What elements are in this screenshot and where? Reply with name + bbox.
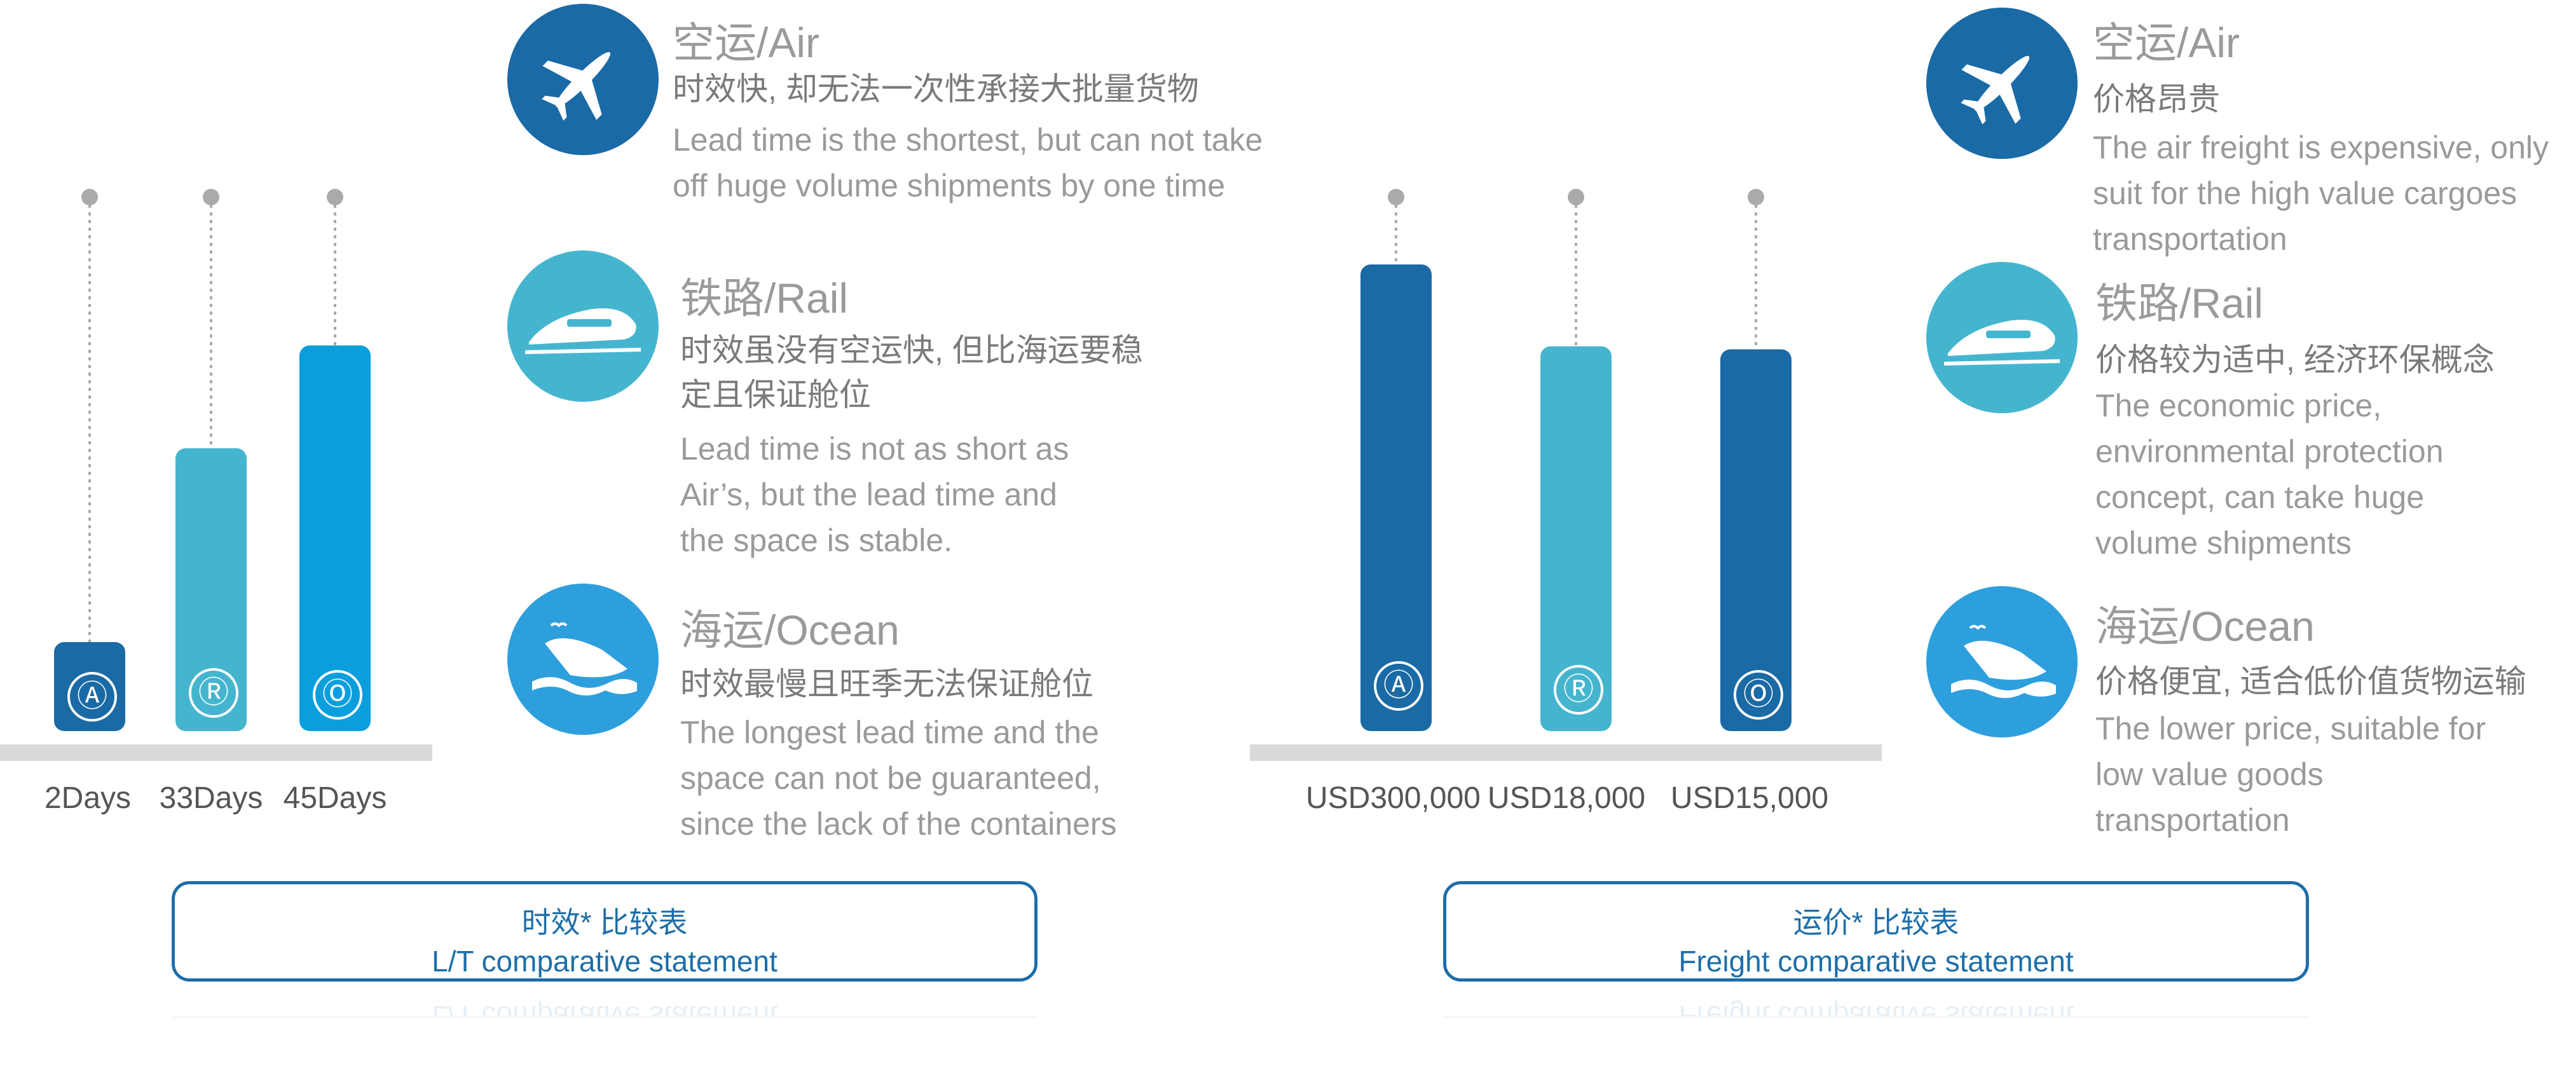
lt-bar-marker-a bbox=[81, 189, 98, 205]
freight-bar-marker-r bbox=[1568, 189, 1584, 205]
lt-bar-o bbox=[299, 345, 371, 731]
air-mode-icon bbox=[507, 4, 659, 155]
lt-rail-zh-line: 时效虽没有空运快, 但比海运要稳 bbox=[680, 332, 1143, 368]
freight-air-title: 空运/Air bbox=[2093, 19, 2240, 66]
lt-bar-marker-r bbox=[203, 189, 219, 205]
train-icon bbox=[524, 308, 641, 354]
freight-bar-marker-a bbox=[1388, 189, 1404, 205]
freight-air-en-line: The air freight is expensive, only bbox=[2093, 130, 2549, 165]
freight-bar-r bbox=[1540, 346, 1612, 731]
lt-rail-en-line: Lead time is not as short as bbox=[680, 431, 1069, 467]
freight-rail-en-line: volume shipments bbox=[2095, 525, 2352, 561]
lt-air-en-line: off huge volume shipments by one time bbox=[673, 168, 1226, 203]
tick-label-ocean-days: 45Days bbox=[283, 781, 387, 815]
freight-statement-reflection-text: Freight comparative statement bbox=[1678, 1000, 2074, 1018]
train-icon bbox=[1943, 320, 2060, 366]
bar-badge-rail: Ⓡ bbox=[189, 668, 238, 718]
freight-statement-en: Freight comparative statement bbox=[1678, 945, 2074, 978]
ship-icon bbox=[532, 622, 637, 695]
lt-air-en-line: Lead time is the shortest, but can not t… bbox=[673, 122, 1263, 158]
bar-badge-ocean-price: Ⓞ bbox=[1734, 670, 1783, 720]
lt-ocean-en-line: since the lack of the containers bbox=[680, 806, 1117, 842]
freight-ocean-en-line: low value goods bbox=[2095, 757, 2324, 792]
lt-rail-zh: 时效虽没有空运快, 但比海运要稳 定且保证舱位 bbox=[680, 328, 1143, 417]
lt-statement-reflection-text: L/T comparative statement bbox=[432, 1000, 778, 1018]
freight-air-en: The air freight is expensive, only suit … bbox=[2093, 125, 2549, 262]
lt-statement-box: 时效* 比较表 L/T comparative statement bbox=[172, 881, 1038, 982]
tick-label-rail-price: USD18,000 bbox=[1487, 781, 1646, 815]
lt-rail-zh-line: 定且保证舱位 bbox=[680, 377, 871, 413]
lt-statement-en: L/T comparative statement bbox=[432, 945, 778, 978]
freight-ocean-zh: 价格便宜, 适合低价值货物运输 bbox=[2095, 664, 2526, 699]
lt-ocean-en-line: The longest lead time and the bbox=[680, 715, 1099, 750]
lt-rail-en-line: Air’s, but the lead time and bbox=[680, 477, 1057, 512]
freight-air-zh: 价格昂贵 bbox=[2093, 81, 2220, 117]
lt-air-title: 空运/Air bbox=[673, 19, 819, 66]
freight-rail-en-line: The economic price, bbox=[2095, 388, 2382, 423]
ship-icon bbox=[1951, 625, 2056, 698]
freight-bar-o bbox=[1720, 349, 1792, 731]
lt-bar-r bbox=[175, 448, 247, 731]
lt-statement-zh: 时效* 比较表 bbox=[521, 906, 688, 939]
lt-ocean-title: 海运/Ocean bbox=[680, 606, 900, 654]
rail-mode-icon bbox=[507, 250, 659, 402]
freight-ocean-en: The lower price, suitable for low value … bbox=[2095, 706, 2486, 843]
plane-icon bbox=[542, 51, 611, 121]
tick-label-ocean-price: USD15,000 bbox=[1670, 781, 1829, 815]
plane-icon bbox=[1961, 55, 2030, 125]
freight-ocean-mode-icon bbox=[1926, 586, 2078, 737]
tick-label-rail-days: 33Days bbox=[159, 781, 263, 815]
lt-air-zh: 时效快, 却无法一次性承接大批量货物 bbox=[673, 71, 1199, 107]
freight-rail-title: 铁路/Rail bbox=[2095, 280, 2264, 327]
lt-ocean-zh: 时效最慢且旺季无法保证舱位 bbox=[680, 666, 1093, 702]
freight-air-mode-icon bbox=[1926, 8, 2078, 159]
tick-label-air-days: 2Days bbox=[44, 781, 132, 815]
freight-bar-marker-o bbox=[1748, 189, 1764, 205]
lt-bar-marker-o bbox=[327, 189, 343, 205]
bar-badge-air-price: Ⓐ bbox=[1374, 661, 1423, 711]
freight-rail-mode-icon bbox=[1926, 262, 2078, 413]
lt-rail-title: 铁路/Rail bbox=[680, 275, 849, 322]
lt-rail-en-line: the space is stable. bbox=[680, 523, 953, 558]
tick-label-air-price: USD300,000 bbox=[1306, 781, 1481, 815]
freight-statement-zh: 运价* 比较表 bbox=[1793, 906, 1959, 939]
lt-rail-en: Lead time is not as short as Air’s, but … bbox=[680, 426, 1069, 563]
lt-ocean-en: The longest lead time and the space can … bbox=[680, 709, 1117, 847]
ocean-mode-icon bbox=[507, 584, 659, 735]
freight-bar-a bbox=[1360, 264, 1432, 731]
freight-ocean-title: 海运/Ocean bbox=[2095, 603, 2315, 650]
freight-rail-en-line: concept, can take huge bbox=[2095, 479, 2425, 515]
freight-statement-box: 运价* 比较表 Freight comparative statement bbox=[1443, 881, 2309, 982]
bar-badge-rail-price: Ⓡ bbox=[1554, 665, 1603, 715]
freight-ocean-en-line: The lower price, suitable for bbox=[2095, 711, 2486, 746]
freight-air-en-line: transportation bbox=[2093, 221, 2287, 257]
lt-statement-reflection: L/T comparative statement bbox=[172, 984, 1038, 1018]
lt-air-en: Lead time is the shortest, but can not t… bbox=[673, 117, 1263, 209]
freight-rail-en: The economic price, environmental protec… bbox=[2095, 383, 2444, 566]
freight-rail-zh: 价格较为适中, 经济环保概念 bbox=[2095, 342, 2495, 378]
bar-badge-ocean: Ⓞ bbox=[313, 670, 362, 720]
bar-badge-air: Ⓐ bbox=[67, 672, 117, 722]
freight-statement-reflection: Freight comparative statement bbox=[1443, 984, 2309, 1018]
freight-ocean-en-line: transportation bbox=[2095, 802, 2290, 838]
lt-ocean-en-line: space can not be guaranteed, bbox=[680, 760, 1101, 796]
freight-air-en-line: suit for the high value cargoes bbox=[2093, 175, 2518, 211]
freight-rail-en-line: environmental protection bbox=[2095, 434, 2444, 469]
